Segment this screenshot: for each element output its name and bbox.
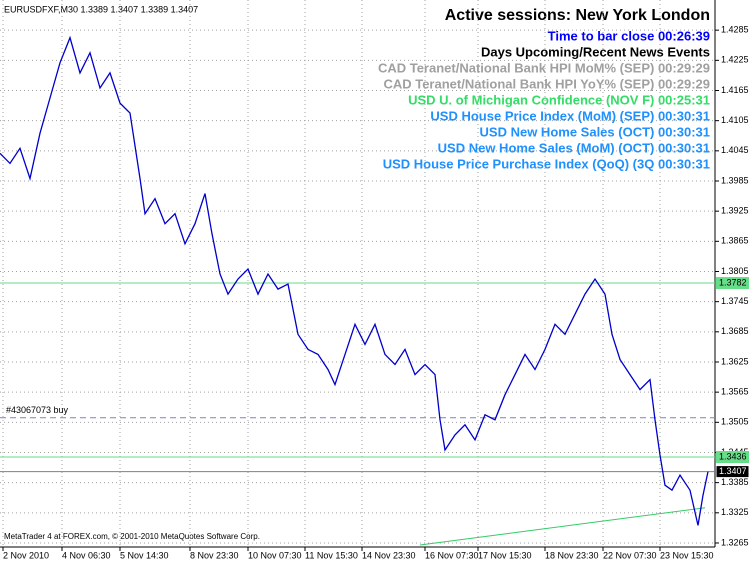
- news-annotation: USD New Home Sales (MoM) (OCT) 00:30:31: [438, 140, 710, 155]
- x-tick-label: 8 Nov 23:30: [190, 550, 239, 560]
- y-tick-label: 1.3925: [721, 206, 749, 216]
- x-tick-label: 5 Nov 14:30: [120, 550, 169, 560]
- y-tick-label: 1.4285: [721, 25, 749, 35]
- news-annotation: USD House Price Index (MoM) (SEP) 00:30:…: [430, 108, 710, 123]
- x-tick-label: 17 Nov 15:30: [478, 550, 532, 560]
- symbol-header: EURUSDFXF,M30 1.3389 1.3407 1.3389 1.340…: [4, 4, 198, 14]
- x-tick-label: 14 Nov 23:30: [362, 550, 416, 560]
- news-annotation: Days Upcoming/Recent News Events: [481, 44, 710, 59]
- y-tick-label: 1.4165: [721, 85, 749, 95]
- y-tick-label: 1.3385: [721, 477, 749, 487]
- level-label: 1.3782: [719, 277, 747, 287]
- y-tick-label: 1.3325: [721, 507, 749, 517]
- y-tick-label: 1.3685: [721, 326, 749, 336]
- news-annotation: CAD Teranet/National Bank HPI MoM% (SEP)…: [378, 60, 710, 75]
- news-annotation: USD New Home Sales (OCT) 00:30:31: [480, 124, 710, 139]
- y-tick-label: 1.4045: [721, 145, 749, 155]
- y-tick-label: 1.3865: [721, 236, 749, 246]
- x-tick-label: 11 Nov 15:30: [305, 550, 358, 560]
- level-box: [716, 277, 749, 290]
- y-tick-label: 1.3265: [721, 537, 749, 547]
- y-tick-label: 1.4225: [721, 55, 749, 65]
- news-annotation: USD House Price Purchase Index (QoQ) (3Q…: [383, 156, 710, 171]
- footer: MetaTrader 4 at FOREX.com, © 2001-2010 M…: [4, 532, 260, 541]
- x-tick-label: 2 Nov 2010: [3, 550, 49, 560]
- price-line: [0, 35, 709, 526]
- level-label: 1.3407: [719, 466, 747, 476]
- level-label: 1.3436: [719, 451, 747, 461]
- news-annotation: Time to bar close 00:26:39: [548, 28, 710, 43]
- x-tick-label: 23 Nov 15:30: [660, 550, 714, 560]
- y-tick-label: 1.3625: [721, 356, 749, 366]
- y-tick-label: 1.3505: [721, 417, 749, 427]
- x-tick-label: 4 Nov 06:30: [62, 550, 111, 560]
- x-tick-label: 22 Nov 07:30: [603, 550, 657, 560]
- chart-title: Active sessions: New York London: [445, 7, 710, 24]
- x-tick-label: 16 Nov 07:30: [425, 550, 479, 560]
- level-box: [715, 465, 750, 479]
- y-tick-label: 1.3985: [721, 175, 749, 185]
- y-tick-label: 1.3745: [721, 296, 749, 306]
- trendline: [419, 507, 706, 546]
- news-annotation: CAD Teranet/National Bank HPI YoY% (SEP)…: [383, 76, 710, 91]
- x-tick-label: 18 Nov 23:30: [545, 550, 599, 560]
- y-tick-label: 1.3805: [721, 266, 749, 276]
- y-tick-label: 1.3565: [721, 387, 749, 397]
- order-label: #43067073 buy: [6, 405, 69, 415]
- news-annotation: USD U. of Michigan Confidence (NOV F) 00…: [408, 92, 710, 107]
- level-box: [716, 451, 749, 464]
- y-tick-label: 1.4105: [721, 115, 749, 125]
- x-tick-label: 10 Nov 07:30: [248, 550, 302, 560]
